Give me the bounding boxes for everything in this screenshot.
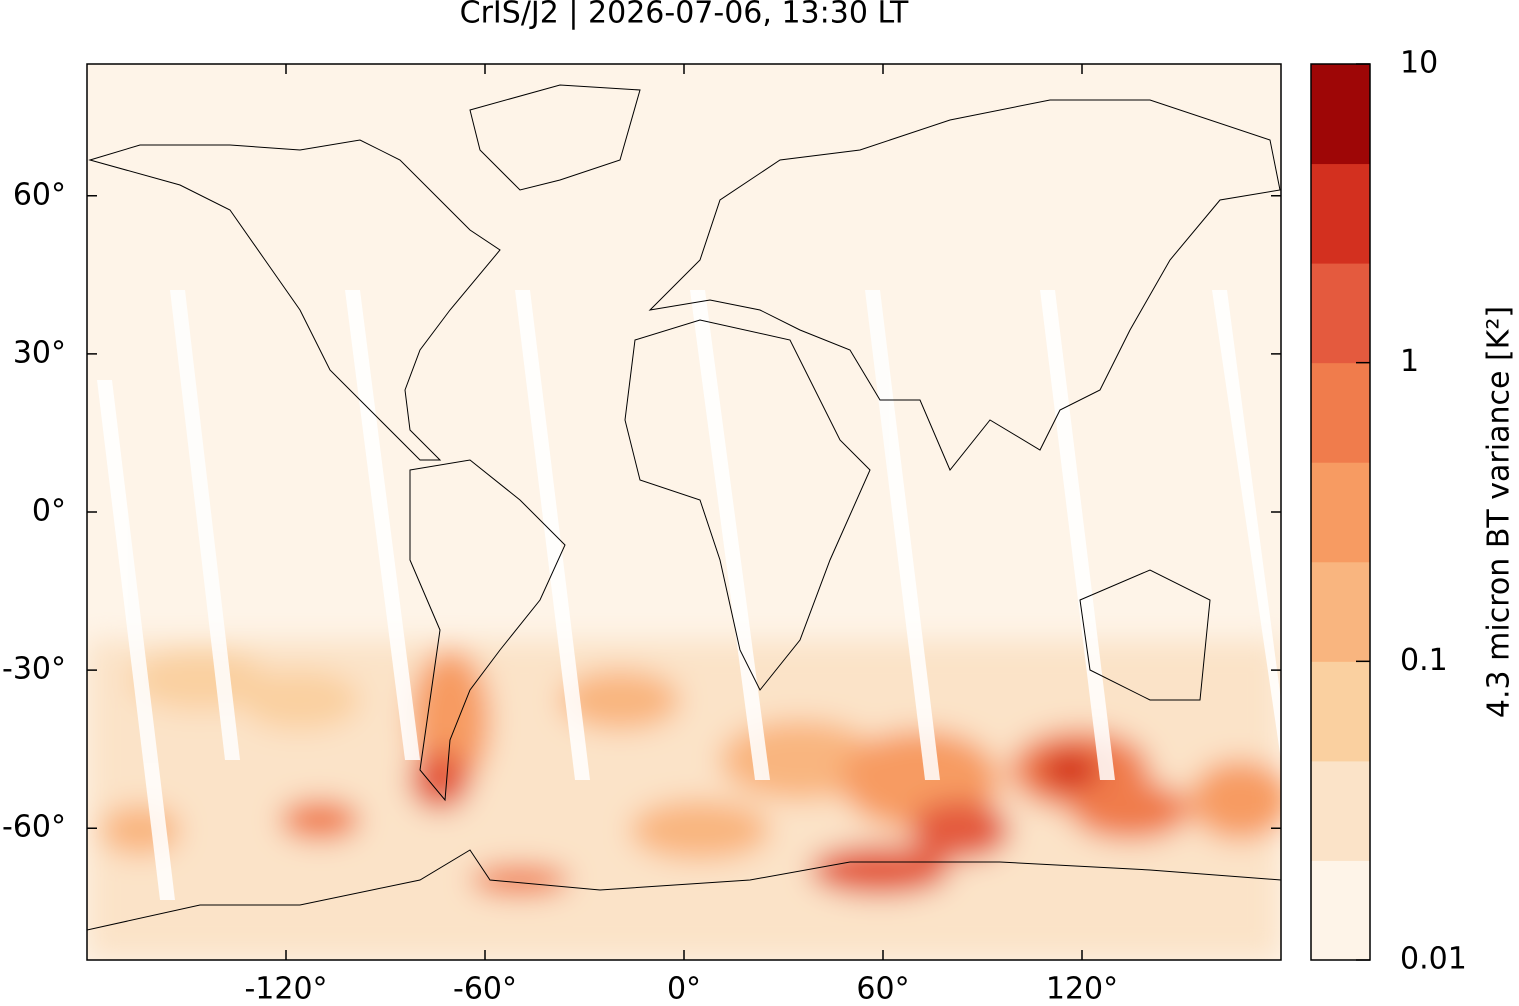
variance-blobs	[87, 640, 1281, 960]
colorbar-frame	[1310, 63, 1371, 961]
colorbar-band	[1311, 462, 1370, 563]
x-tick-label: 0°	[667, 972, 701, 1003]
colorbar-band	[1311, 64, 1370, 165]
y-tick-label: -60°	[2, 810, 66, 845]
x-tick-label: -60°	[453, 972, 517, 1003]
colorbar-band	[1311, 263, 1370, 364]
x-tick-label: -120°	[244, 972, 327, 1003]
chart-title: CrIS/J2 | 2026-07-06, 13:30 LT	[460, 0, 909, 31]
swath-gaps	[97, 290, 1281, 900]
colorbar-tick-label: 0.01	[1400, 942, 1467, 977]
map-field	[87, 64, 1281, 960]
coastlines	[87, 84, 1281, 931]
colorbar-band	[1311, 561, 1370, 662]
colorbar-band	[1311, 661, 1370, 762]
y-tick-label: 0°	[32, 494, 66, 529]
x-tick-label: 120°	[1046, 972, 1118, 1003]
colorbar-label: 4.3 micron BT variance [K²]	[1482, 306, 1517, 718]
y-tick-label: 60°	[13, 177, 66, 212]
colorbar-band	[1311, 860, 1370, 961]
colorbar-tick-label: 10	[1400, 46, 1438, 81]
y-tick-label: -30°	[2, 652, 66, 687]
colorbar-tick-label: 0.1	[1400, 643, 1448, 678]
y-tick-label: 30°	[13, 335, 66, 370]
x-tick-label: 60°	[856, 972, 909, 1003]
colorbar-tick-label: 1	[1400, 344, 1419, 379]
colorbar-band	[1311, 163, 1370, 264]
colorbar-band	[1311, 760, 1370, 861]
colorbar-band	[1311, 362, 1370, 463]
